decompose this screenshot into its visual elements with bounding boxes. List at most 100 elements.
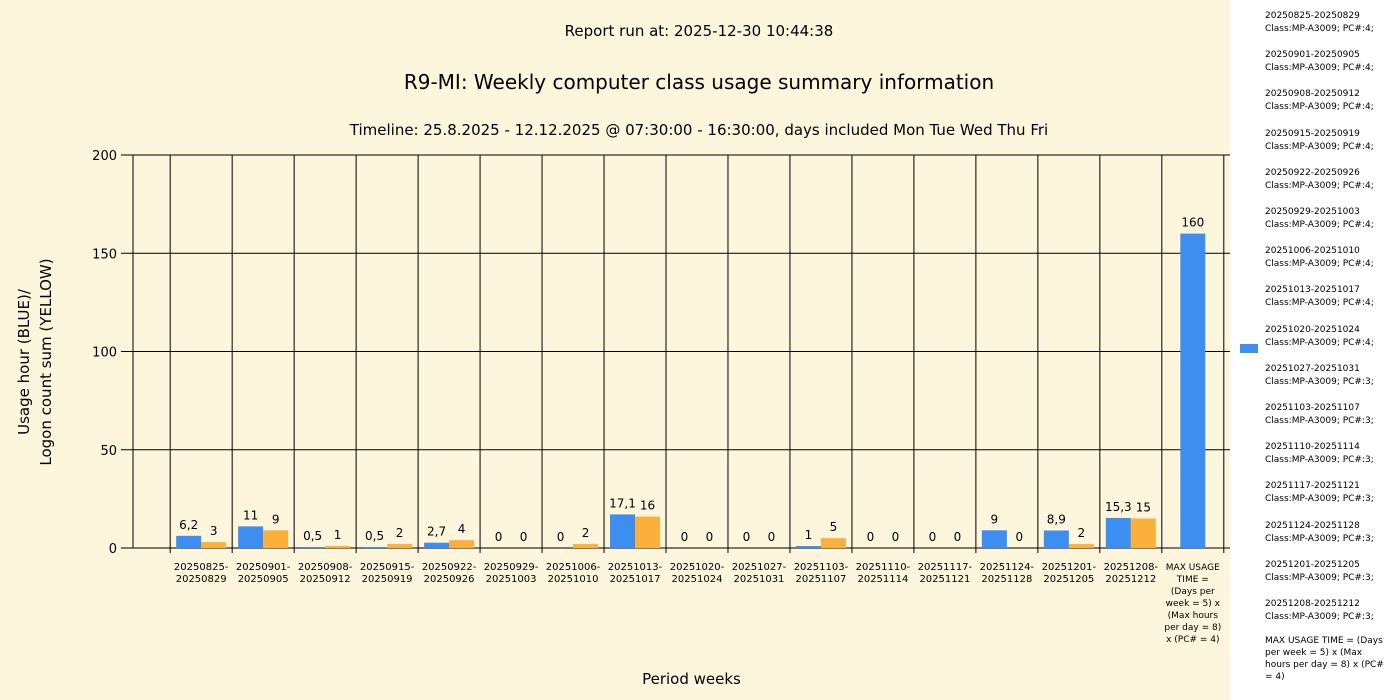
legend-item: 20251201-20251205 Class:MP-A3009; PC#:3; [1265,559,1397,585]
data-label-usage: 0 [867,530,875,544]
legend-item-class: Class:MP-A3009; PC#:3; [1265,416,1374,426]
legend-item-class: Class:MP-A3009; PC#:3; [1265,572,1374,583]
bar-usage-hours [176,535,202,548]
y-tick-label: 150 [92,247,117,262]
x-tick-label: 20250915-20250919 [360,562,415,585]
bar-logon-count [325,546,351,548]
legend-item-period: 20250825-20250829 [1265,11,1360,21]
legend-item: 20250922-20250926 Class:MP-A3009; PC#:4; [1265,167,1397,193]
legend-max-usage-note: MAX USAGE TIME = (Days per week = 5) x (… [1265,636,1384,682]
legend-item: 20251020-20251024 Class:MP-A3009; PC#:4; [1265,324,1397,350]
x-tick-label: 20251013-20251017 [608,562,663,585]
legend-item-period: 20251117-20251121 [1265,481,1360,492]
legend-item-period: 20251110-20251114 [1265,442,1360,453]
data-label-logon: 15 [1136,501,1151,515]
report-run-timestamp: Report run at: 2025-12-30 10:44:38 [564,22,834,40]
bar-logon-count [820,538,846,548]
legend-item-class: Class:MP-A3009; PC#:4; [1265,337,1374,348]
data-label-logon: 0 [954,530,962,544]
legend-item-period: 20250922-20250926 [1265,167,1360,178]
legend-item: 20251208-20251212 Class:MP-A3009; PC#:3; [1265,598,1397,624]
legend-item-class: Class:MP-A3009; PC#:3; [1265,533,1374,544]
legend-item: 20250929-20251003 Class:MP-A3009; PC#:4; [1265,206,1397,232]
data-label-logon: 0 [1016,530,1024,544]
x-tick-label: 20250922-20250926 [422,562,477,585]
legend-item-class: Class:MP-A3009; PC#:4; [1265,102,1374,113]
y-axis-label: Usage hour (BLUE)/ Logon count sum (YELL… [13,222,57,502]
y-tick-label: 100 [92,346,117,361]
legend-item-period: 20251124-20251128 [1265,520,1360,531]
legend-item-period: 20251006-20251010 [1265,246,1360,257]
legend-item-class: Class:MP-A3009; PC#:3; [1265,376,1374,387]
legend-item: 20250901-20250905 Class:MP-A3009; PC#:4; [1265,49,1397,75]
data-label-logon: 2 [396,526,404,540]
x-tick-label: MAX USAGE TIME = (Days per week = 5) x (Max … [1164,563,1221,645]
x-axis-label: Period weeks [642,670,741,688]
x-tick-label: 20251201-20251205 [1042,562,1097,585]
data-label-logon: 5 [830,520,838,534]
legend-item: 20251117-20251121 Class:MP-A3009; PC#:3; [1265,480,1397,506]
legend-item: 20250915-20250919 Class:MP-A3009; PC#:4; [1265,128,1397,154]
bar-usage-hours [424,542,450,548]
data-label-logon: 0 [520,530,528,544]
legend-item: 20251124-20251128 Class:MP-A3009; PC#:3; [1265,520,1397,546]
data-label-usage: 0,5 [365,529,384,543]
x-tick-label: 20250901-20250905 [236,562,291,585]
legend-item: 20251103-20251107 Class:MP-A3009; PC#:3; [1265,402,1397,428]
legend-item-class: Class:MP-A3009; PC#:4; [1265,220,1374,230]
bar-logon-count [387,544,413,548]
legend-item: 20251013-20251017 Class:MP-A3009; PC#:4; [1265,284,1397,310]
bar-usage-hours [300,547,326,548]
legend-item-class: Class:MP-A3009; PC#:3; [1265,494,1374,505]
legend-item-period: 20250929-20251003 [1265,207,1360,217]
data-label-logon: 2 [1078,526,1086,540]
y-axis-label-line2: Logon count sum (YELLOW) [37,258,55,466]
bar-logon-count [1130,518,1156,548]
legend-item: 20250908-20250912 Class:MP-A3009; PC#:4; [1265,88,1397,114]
data-label-logon: 2 [582,526,590,540]
bar-logon-count [635,516,661,548]
legend-item-period: 20251013-20251017 [1265,285,1360,296]
legend-item: 20251006-20251010 Class:MP-A3009; PC#:4; [1265,245,1397,271]
bar-usage-hours [362,547,388,548]
bar-logon-count [263,530,289,548]
legend-item-period: 20250908-20250912 [1265,89,1360,100]
bar-logon-count [1068,544,1094,548]
data-label-logon: 1 [334,528,342,542]
data-label-logon: 0 [706,530,714,544]
x-tick-label: 20251208-20251212 [1104,562,1159,585]
legend-item-class: Class:MP-A3009; PC#:4; [1265,24,1374,34]
data-label-usage: 9 [991,512,999,526]
bar-logon-count [201,542,227,548]
legend-item: 20251110-20251114 Class:MP-A3009; PC#:3; [1265,441,1397,467]
x-tick-label: 20250908-20250912 [298,562,353,585]
legend-item-class: Class:MP-A3009; PC#:3; [1265,455,1374,466]
y-tick-label: 0 [109,542,117,557]
x-tick-label: 20251110-20251114 [856,562,911,585]
x-tick-label: 20250825-20250829 [174,562,229,585]
data-label-usage: 0 [929,530,937,544]
legend-item-class: Class:MP-A3009; PC#:4; [1265,63,1374,74]
x-tick-label: 20251027-20251031 [732,562,787,585]
bar-usage-hours [795,546,821,548]
bar-usage-hours [981,530,1007,548]
chart-title: R9-MI: Weekly computer class usage summa… [403,70,995,94]
bar-usage-hours [1105,517,1131,548]
legend-item: 20250825-20250829 Class:MP-A3009; PC#:4; [1265,10,1397,36]
legend-item-period: 20251020-20251024 [1265,324,1360,335]
legend-item-period: 20250915-20250919 [1265,128,1360,139]
y-axis-label-line1: Usage hour (BLUE)/ [15,289,33,435]
data-label-usage: 6,2 [179,518,198,532]
legend-panel: 20250825-20250829 Class:MP-A3009; PC#:4; 2… [1230,0,1400,700]
bar-usage-hours [238,526,264,548]
data-label-usage: 11 [243,508,258,522]
data-label-logon: 3 [210,524,218,538]
data-label-usage: 160 [1181,216,1204,230]
chart-subtitle-timeline: Timeline: 25.8.2025 - 12.12.2025 @ 07:30… [349,121,1049,139]
data-label-usage: 2,7 [427,525,446,539]
legend-item-period: 20251103-20251107 [1265,403,1360,413]
x-tick-label: 20251020-20251024 [670,562,725,585]
legend-item-class: Class:MP-A3009; PC#:4; [1265,141,1374,152]
y-tick-label: 50 [100,444,117,459]
